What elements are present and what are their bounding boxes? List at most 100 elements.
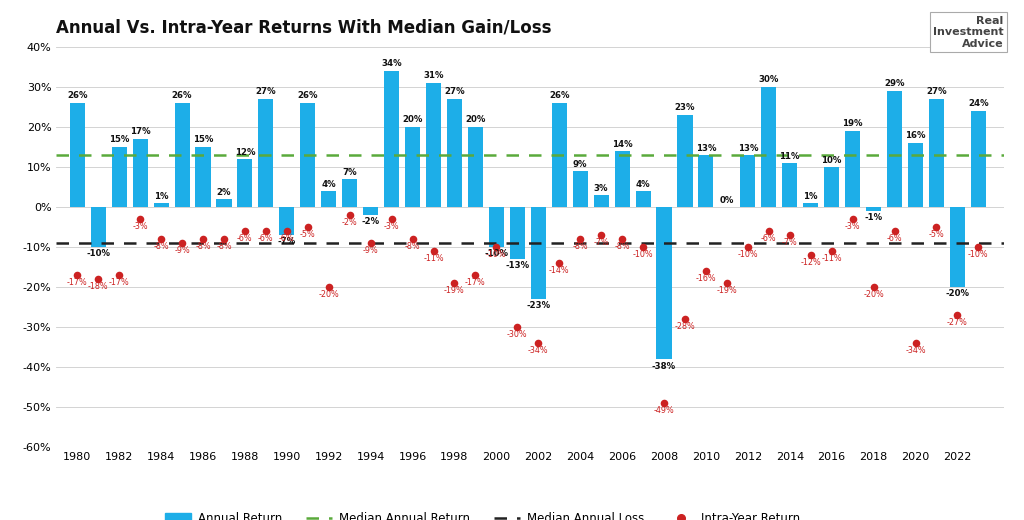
Text: -7%: -7%	[782, 238, 798, 247]
Point	[258, 227, 274, 235]
Bar	[406, 127, 420, 207]
Point	[677, 315, 693, 323]
Bar	[510, 207, 525, 259]
Bar	[468, 127, 483, 207]
Point	[195, 235, 211, 243]
Bar	[594, 195, 608, 207]
Bar	[803, 203, 818, 207]
Text: -12%: -12%	[801, 258, 821, 267]
Point	[635, 243, 651, 251]
Text: 13%: 13%	[737, 144, 758, 152]
Point	[300, 223, 316, 231]
Bar	[154, 203, 169, 207]
Text: 13%: 13%	[695, 144, 716, 152]
Point	[572, 235, 589, 243]
Bar	[300, 103, 315, 207]
Point	[383, 215, 399, 223]
Point	[467, 271, 483, 279]
Point	[845, 215, 861, 223]
Text: 15%: 15%	[193, 136, 213, 145]
Text: 20%: 20%	[402, 115, 423, 124]
Text: -20%: -20%	[318, 290, 339, 299]
Text: -20%: -20%	[945, 290, 970, 298]
Text: 20%: 20%	[465, 115, 485, 124]
Text: -2%: -2%	[361, 217, 380, 226]
Text: -14%: -14%	[549, 266, 569, 275]
Point	[719, 279, 735, 287]
Text: -18%: -18%	[88, 282, 109, 291]
Bar	[866, 207, 881, 211]
Bar	[761, 87, 776, 207]
Text: -10%: -10%	[633, 250, 653, 259]
Bar	[636, 191, 650, 207]
Text: -8%: -8%	[154, 242, 169, 251]
Point	[279, 227, 295, 235]
Bar	[174, 103, 189, 207]
Point	[593, 231, 609, 239]
Text: -5%: -5%	[300, 230, 315, 239]
Text: 0%: 0%	[720, 196, 734, 204]
Text: -34%: -34%	[528, 346, 549, 355]
Text: -6%: -6%	[258, 234, 273, 243]
Text: 34%: 34%	[381, 59, 402, 69]
Text: 12%: 12%	[234, 148, 255, 157]
Bar	[258, 99, 273, 207]
Text: -17%: -17%	[67, 278, 88, 287]
Text: -34%: -34%	[905, 346, 926, 355]
Text: -8%: -8%	[196, 242, 211, 251]
Text: -3%: -3%	[384, 222, 399, 231]
Text: -10%: -10%	[486, 250, 507, 259]
Text: 1%: 1%	[154, 191, 168, 201]
Bar	[488, 207, 504, 247]
Text: -19%: -19%	[444, 286, 465, 295]
Text: 7%: 7%	[342, 167, 357, 176]
Point	[446, 279, 463, 287]
Text: -7%: -7%	[593, 238, 609, 247]
Point	[237, 227, 253, 235]
Point	[425, 247, 441, 255]
Bar	[824, 167, 840, 207]
Text: -11%: -11%	[821, 254, 842, 263]
Bar	[782, 163, 798, 207]
Bar	[971, 111, 986, 207]
Point	[509, 323, 525, 331]
Text: 26%: 26%	[172, 92, 193, 100]
Text: -8%: -8%	[216, 242, 231, 251]
Text: 19%: 19%	[843, 120, 863, 128]
Text: -13%: -13%	[505, 262, 529, 270]
Text: 4%: 4%	[322, 179, 336, 189]
Text: -49%: -49%	[653, 406, 675, 415]
Point	[907, 339, 924, 347]
Point	[551, 259, 567, 267]
Text: -28%: -28%	[675, 322, 695, 331]
Text: 1%: 1%	[804, 191, 818, 201]
Text: -10%: -10%	[484, 250, 508, 258]
Text: -9%: -9%	[174, 246, 189, 255]
Text: 27%: 27%	[926, 87, 947, 96]
Text: -1%: -1%	[864, 213, 883, 223]
Bar	[70, 103, 85, 207]
Bar	[552, 103, 567, 207]
Text: 31%: 31%	[423, 71, 443, 81]
Bar	[196, 147, 211, 207]
Text: -2%: -2%	[342, 218, 357, 227]
Bar	[364, 207, 378, 215]
Bar	[530, 207, 546, 299]
Text: 3%: 3%	[594, 184, 608, 192]
Legend: Annual Return, Median Annual Return, Median Annual Loss, Intra-Year Return: Annual Return, Median Annual Return, Med…	[161, 507, 805, 520]
Text: 27%: 27%	[444, 87, 465, 96]
Bar	[950, 207, 965, 287]
Bar	[845, 131, 860, 207]
Text: -17%: -17%	[465, 278, 485, 287]
Point	[865, 283, 882, 291]
Point	[488, 243, 505, 251]
Point	[69, 271, 85, 279]
Text: -10%: -10%	[968, 250, 989, 259]
Point	[153, 235, 169, 243]
Text: 15%: 15%	[109, 136, 129, 145]
Text: -7%: -7%	[278, 238, 296, 246]
Point	[781, 231, 798, 239]
Text: -8%: -8%	[572, 242, 588, 251]
Text: 10%: 10%	[821, 155, 842, 164]
Text: -3%: -3%	[845, 222, 860, 231]
